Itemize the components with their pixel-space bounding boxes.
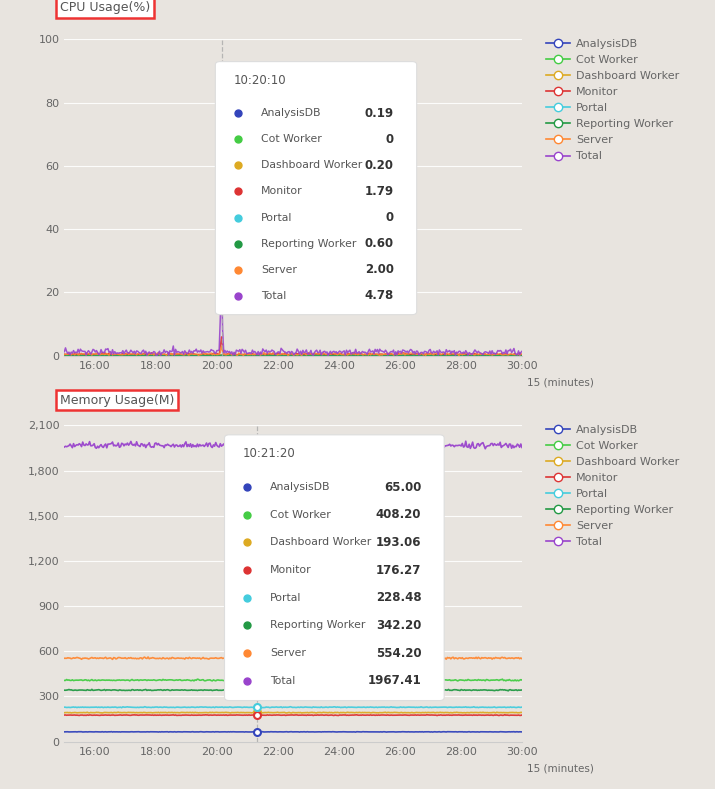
Text: Total: Total (270, 675, 295, 686)
Text: CPU Usage(%): CPU Usage(%) (60, 2, 150, 14)
Text: Monitor: Monitor (261, 186, 302, 196)
Text: AnalysisDB: AnalysisDB (270, 482, 331, 492)
Text: 4.78: 4.78 (365, 290, 394, 302)
Text: Reporting Worker: Reporting Worker (270, 620, 365, 630)
Text: Cot Worker: Cot Worker (270, 510, 331, 520)
Text: AnalysisDB: AnalysisDB (261, 108, 322, 118)
Text: Server: Server (261, 265, 297, 275)
Text: 10:20:10: 10:20:10 (234, 74, 286, 88)
Text: 1.79: 1.79 (365, 185, 394, 198)
Text: 1967.41: 1967.41 (368, 675, 421, 687)
Text: 15 (minutes): 15 (minutes) (526, 764, 593, 774)
Text: Reporting Worker: Reporting Worker (261, 238, 357, 249)
Text: 408.20: 408.20 (376, 508, 421, 522)
Legend: AnalysisDB, Cot Worker, Dashboard Worker, Monitor, Portal, Reporting Worker, Ser: AnalysisDB, Cot Worker, Dashboard Worker… (546, 39, 679, 162)
Text: 193.06: 193.06 (376, 536, 421, 549)
Legend: AnalysisDB, Cot Worker, Dashboard Worker, Monitor, Portal, Reporting Worker, Ser: AnalysisDB, Cot Worker, Dashboard Worker… (546, 424, 679, 548)
Text: 15 (minutes): 15 (minutes) (526, 378, 593, 388)
Text: Total: Total (261, 291, 287, 301)
Text: 342.20: 342.20 (376, 619, 421, 632)
Text: Cot Worker: Cot Worker (261, 134, 322, 144)
Text: 65.00: 65.00 (384, 481, 421, 494)
Text: Dashboard Worker: Dashboard Worker (270, 537, 372, 548)
FancyBboxPatch shape (215, 62, 417, 315)
Text: 0: 0 (385, 211, 394, 224)
Text: Monitor: Monitor (270, 565, 312, 575)
Text: Portal: Portal (261, 212, 292, 222)
Text: 554.20: 554.20 (375, 647, 421, 660)
Text: 0.60: 0.60 (365, 237, 394, 250)
Text: 176.27: 176.27 (376, 563, 421, 577)
Text: 10:21:20: 10:21:20 (243, 447, 295, 461)
Text: 228.48: 228.48 (375, 591, 421, 604)
Text: 2.00: 2.00 (365, 264, 394, 276)
Text: Dashboard Worker: Dashboard Worker (261, 160, 363, 170)
Text: 0: 0 (385, 133, 394, 146)
Text: 0.20: 0.20 (365, 159, 394, 172)
Text: 0.19: 0.19 (365, 107, 394, 120)
Text: Portal: Portal (270, 593, 302, 603)
Text: Memory Usage(M): Memory Usage(M) (60, 394, 174, 406)
Text: Server: Server (270, 648, 306, 658)
FancyBboxPatch shape (225, 435, 444, 701)
